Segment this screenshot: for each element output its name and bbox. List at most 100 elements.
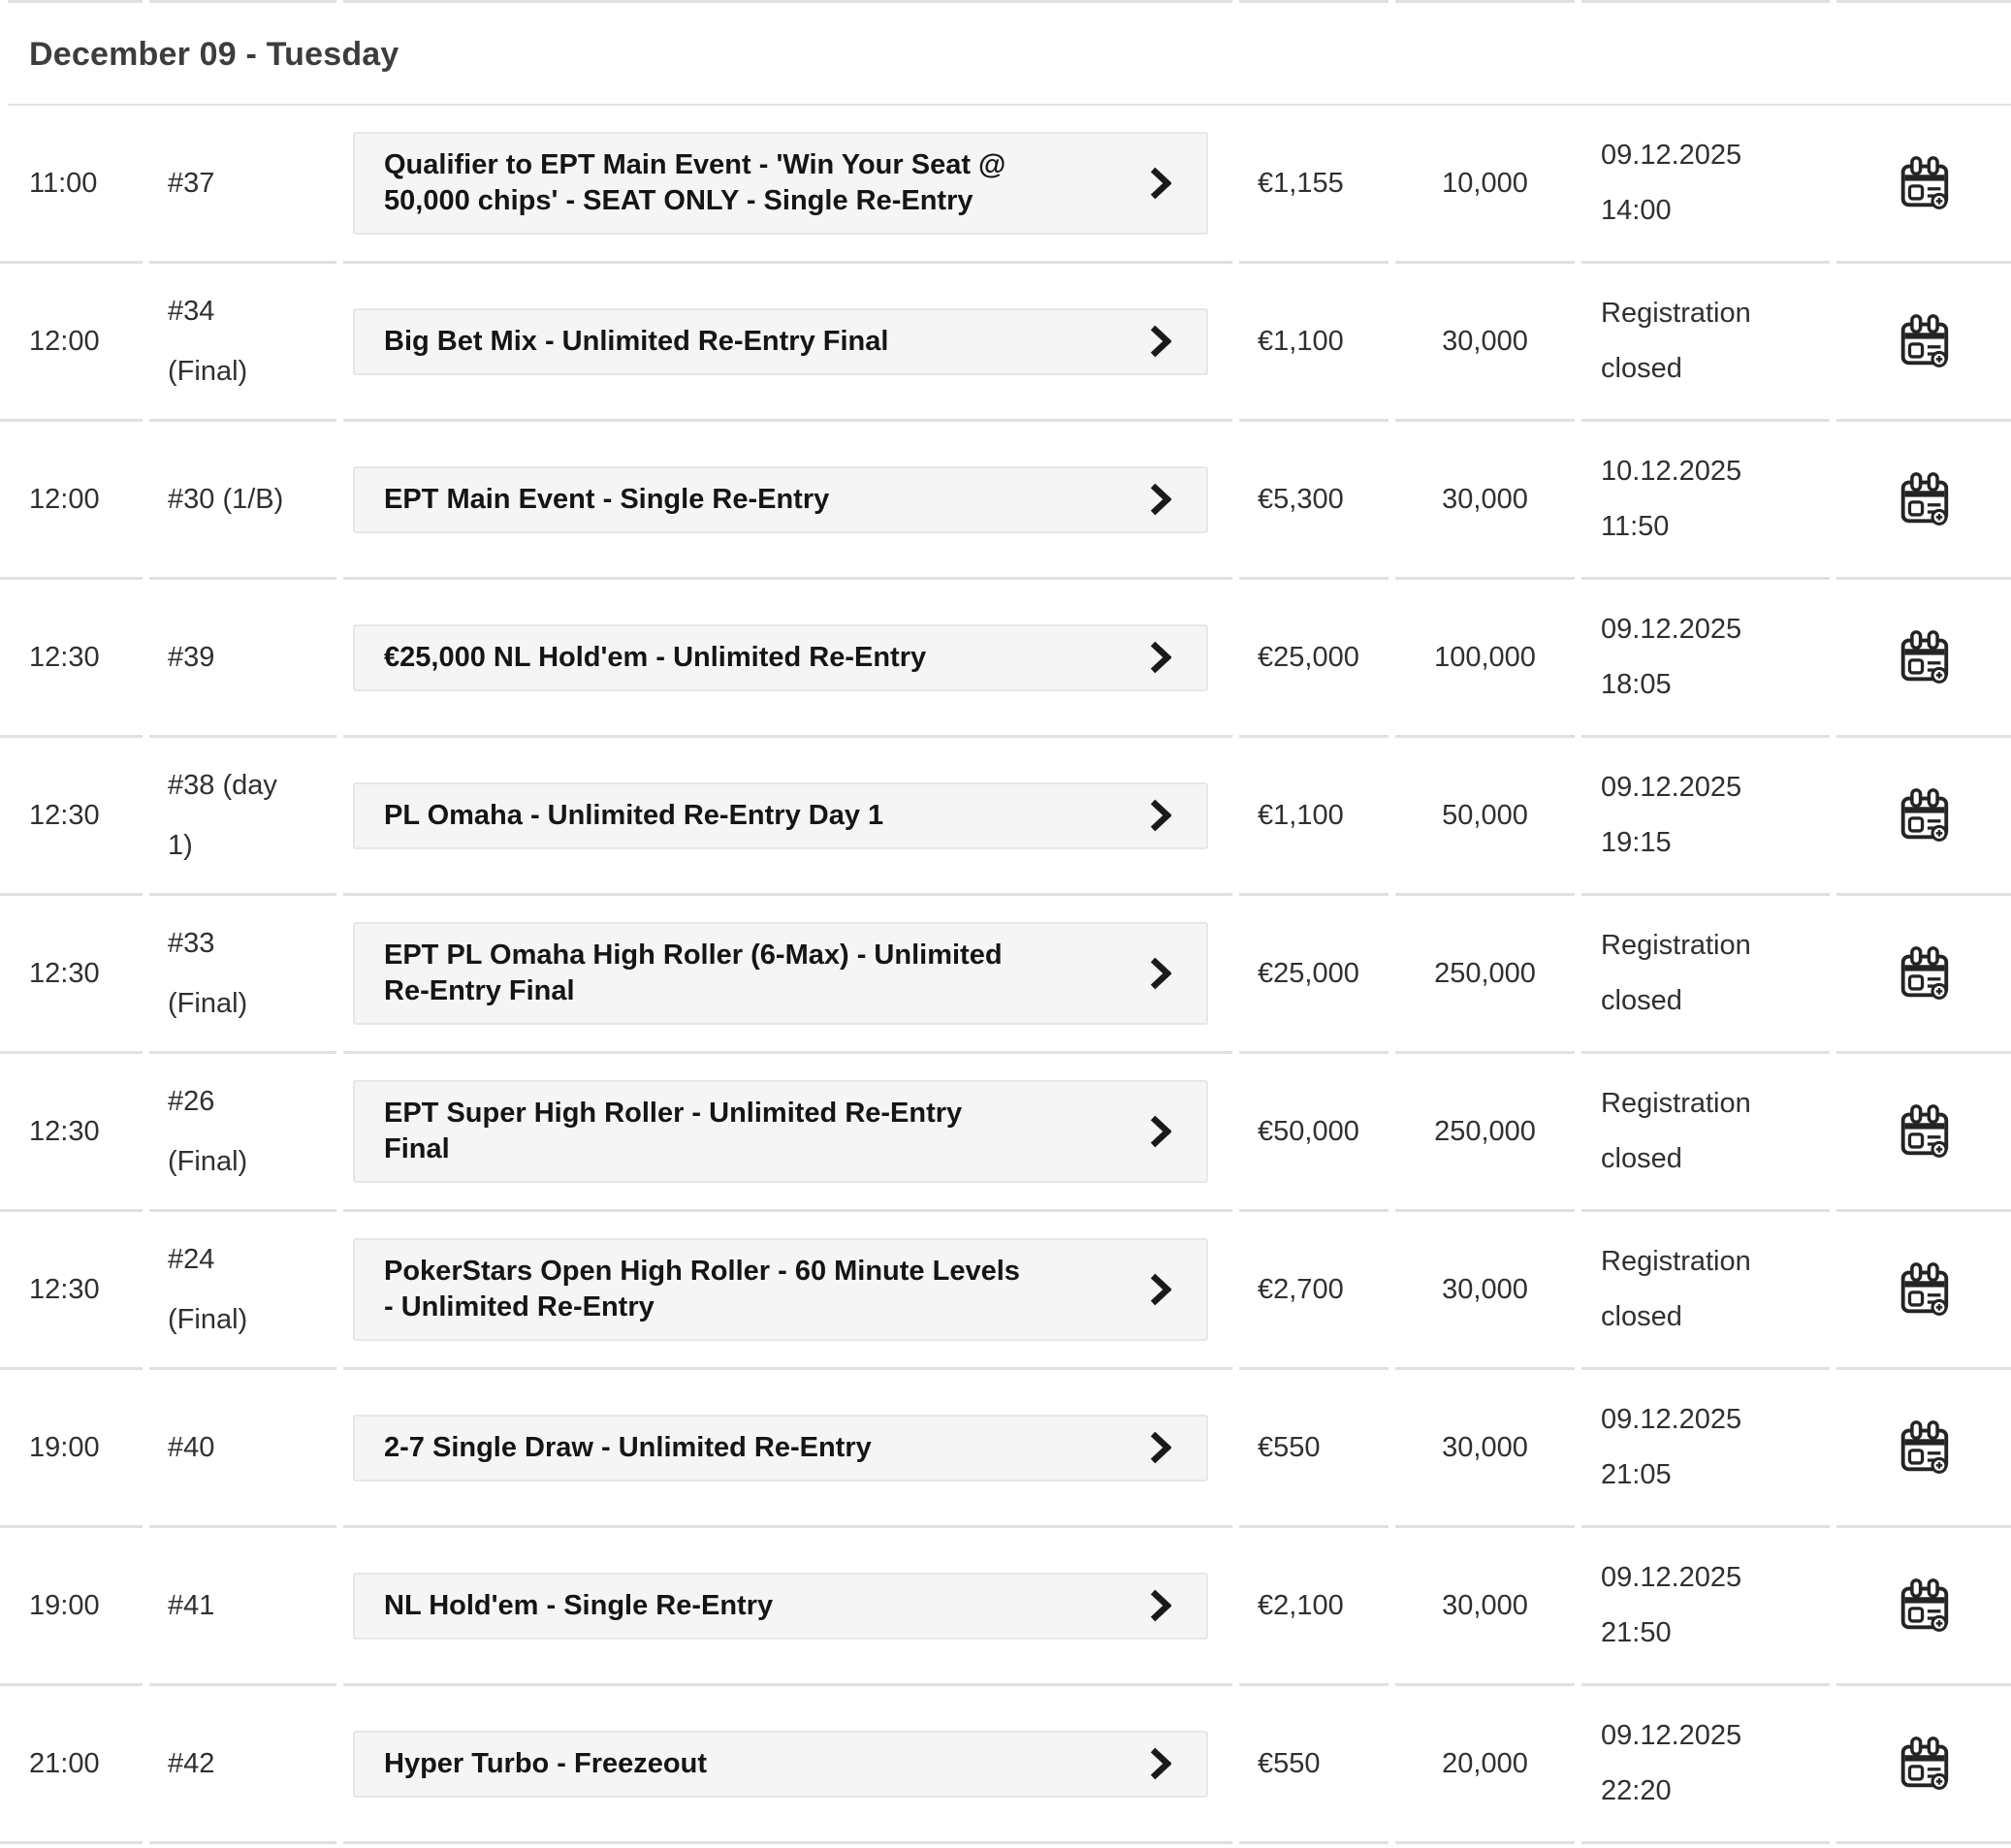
event-name: €25,000 NL Hold'em - Unlimited Re-Entry	[384, 641, 927, 673]
start-time: 12:30	[0, 580, 143, 738]
event-number: #37	[168, 168, 215, 199]
event-name-button[interactable]: NL Hold'em - Single Re-Entry	[353, 1572, 1208, 1640]
day-section-header: December 09 - Tuesday	[0, 3, 2011, 106]
calendar-add-icon	[1894, 1575, 1954, 1638]
table-row: 19:00 #40 2-7 Single Draw - Unlimited Re…	[0, 1370, 2011, 1528]
reg-close: Registration closed	[1601, 298, 1751, 384]
event-number: #39	[168, 642, 215, 673]
event-name-button[interactable]: EPT PL Omaha High Roller (6-Max) - Unlim…	[353, 922, 1208, 1025]
add-to-calendar-button[interactable]	[1894, 1259, 1954, 1322]
calendar-add-icon	[1894, 1417, 1954, 1480]
event-name-button[interactable]: Qualifier to EPT Main Event - 'Win Your …	[353, 132, 1208, 235]
chevron-right-icon	[1148, 639, 1171, 676]
add-to-calendar-button[interactable]	[1894, 1417, 1954, 1480]
chevron-right-icon	[1148, 481, 1171, 518]
add-to-calendar-button[interactable]	[1894, 1575, 1954, 1638]
calendar-add-icon	[1894, 1733, 1954, 1796]
add-to-calendar-button[interactable]	[1894, 468, 1954, 531]
event-number: #41	[168, 1590, 215, 1621]
start-time: 21:00	[0, 1686, 143, 1844]
event-name: Big Bet Mix - Unlimited Re-Entry Final	[384, 325, 889, 357]
start-time: 11:00	[0, 106, 143, 264]
start-time: 12:30	[0, 738, 143, 896]
reg-close: Registration closed	[1601, 930, 1751, 1016]
starting-chips: 100,000	[1395, 580, 1575, 738]
buyin-amount: €550	[1239, 1686, 1389, 1844]
table-row: 12:00 #34 (Final) Big Bet Mix - Unlimited…	[0, 264, 2011, 422]
event-name-button[interactable]: EPT Main Event - Single Re-Entry	[353, 465, 1208, 533]
start-time: 12:00	[0, 422, 143, 580]
calendar-add-icon	[1894, 152, 1954, 215]
buyin-amount: €1,155	[1239, 106, 1389, 264]
starting-chips: 250,000	[1395, 896, 1575, 1054]
add-to-calendar-button[interactable]	[1894, 1100, 1954, 1163]
starting-chips: 30,000	[1395, 264, 1575, 422]
event-name-button[interactable]: PL Omaha - Unlimited Re-Entry Day 1	[353, 781, 1208, 849]
event-name: EPT PL Omaha High Roller (6-Max) - Unlim…	[384, 940, 1003, 1006]
table-row: 21:00 #42 Hyper Turbo - Freezeout €550 2…	[0, 1686, 2011, 1844]
reg-close: 09.12.2025 21:05	[1601, 1404, 1742, 1490]
event-name: PL Omaha - Unlimited Re-Entry Day 1	[384, 799, 884, 831]
event-name: Hyper Turbo - Freezeout	[384, 1747, 707, 1779]
event-name-button[interactable]: 2-7 Single Draw - Unlimited Re-Entry	[353, 1414, 1208, 1482]
calendar-add-icon	[1894, 942, 1954, 1005]
table-row: 12:30 #33 (Final) EPT PL Omaha High Rolle…	[0, 896, 2011, 1054]
add-to-calendar-button[interactable]	[1894, 784, 1954, 847]
event-name: EPT Super High Roller - Unlimited Re-Ent…	[384, 1098, 963, 1164]
add-to-calendar-button[interactable]	[1894, 626, 1954, 689]
event-name: PokerStars Open High Roller - 60 Minute …	[384, 1256, 1020, 1322]
start-time: 19:00	[0, 1370, 143, 1528]
calendar-add-icon	[1894, 626, 1954, 689]
start-time: 19:00	[0, 1528, 143, 1686]
add-to-calendar-button[interactable]	[1894, 942, 1954, 1005]
buyin-amount: €1,100	[1239, 264, 1389, 422]
starting-chips: 20,000	[1395, 1686, 1575, 1844]
event-name: NL Hold'em - Single Re-Entry	[384, 1589, 774, 1621]
add-to-calendar-button[interactable]	[1894, 310, 1954, 373]
table-row: 12:00 #30 (1/B) EPT Main Event - Single …	[0, 422, 2011, 580]
event-name-button[interactable]: Big Bet Mix - Unlimited Re-Entry Final	[353, 307, 1208, 375]
calendar-add-icon	[1894, 1259, 1954, 1322]
event-name-button[interactable]: PokerStars Open High Roller - 60 Minute …	[353, 1238, 1208, 1341]
event-name: EPT Main Event - Single Re-Entry	[384, 483, 830, 515]
tournament-table: 11:00 #37 Qualifier to EPT Main Event - …	[0, 106, 2011, 1844]
event-number: #34 (Final)	[168, 296, 248, 387]
starting-chips: 250,000	[1395, 1054, 1575, 1212]
buyin-amount: €1,100	[1239, 738, 1389, 896]
start-time: 12:30	[0, 1212, 143, 1370]
event-name-button[interactable]: €25,000 NL Hold'em - Unlimited Re-Entry	[353, 623, 1208, 691]
buyin-amount: €2,700	[1239, 1212, 1389, 1370]
chevron-right-icon	[1148, 323, 1171, 360]
chevron-right-icon	[1148, 955, 1171, 992]
buyin-amount: €50,000	[1239, 1054, 1389, 1212]
starting-chips: 10,000	[1395, 106, 1575, 264]
starting-chips: 30,000	[1395, 1528, 1575, 1686]
buyin-amount: €550	[1239, 1370, 1389, 1528]
chevron-right-icon	[1148, 1587, 1171, 1624]
reg-close: 09.12.2025 18:05	[1601, 614, 1742, 700]
top-border-remnant	[0, 0, 2011, 3]
buyin-amount: €25,000	[1239, 896, 1389, 1054]
chevron-right-icon	[1148, 165, 1171, 202]
reg-close: 09.12.2025 22:20	[1601, 1720, 1742, 1806]
add-to-calendar-button[interactable]	[1894, 152, 1954, 215]
table-row: 12:30 #38 (day 1) PL Omaha - Unlimited Re…	[0, 738, 2011, 896]
reg-close: 09.12.2025 21:50	[1601, 1562, 1742, 1648]
event-name: Qualifier to EPT Main Event - 'Win Your …	[384, 149, 1006, 216]
event-number: #26 (Final)	[168, 1086, 248, 1177]
event-number: #38 (day 1)	[168, 770, 277, 861]
table-row: 12:30 #24 (Final) PokerStars Open High Ro…	[0, 1212, 2011, 1370]
buyin-amount: €2,100	[1239, 1528, 1389, 1686]
start-time: 12:00	[0, 264, 143, 422]
starting-chips: 30,000	[1395, 1212, 1575, 1370]
buyin-amount: €25,000	[1239, 580, 1389, 738]
chevron-right-icon	[1148, 1745, 1171, 1782]
event-name-button[interactable]: EPT Super High Roller - Unlimited Re-Ent…	[353, 1080, 1208, 1183]
day-title: December 09 - Tuesday	[29, 35, 399, 73]
event-name-button[interactable]: Hyper Turbo - Freezeout	[353, 1730, 1208, 1798]
add-to-calendar-button[interactable]	[1894, 1733, 1954, 1796]
reg-close: 09.12.2025 19:15	[1601, 772, 1742, 858]
event-number: #30 (1/B)	[168, 484, 284, 515]
calendar-add-icon	[1894, 1100, 1954, 1163]
